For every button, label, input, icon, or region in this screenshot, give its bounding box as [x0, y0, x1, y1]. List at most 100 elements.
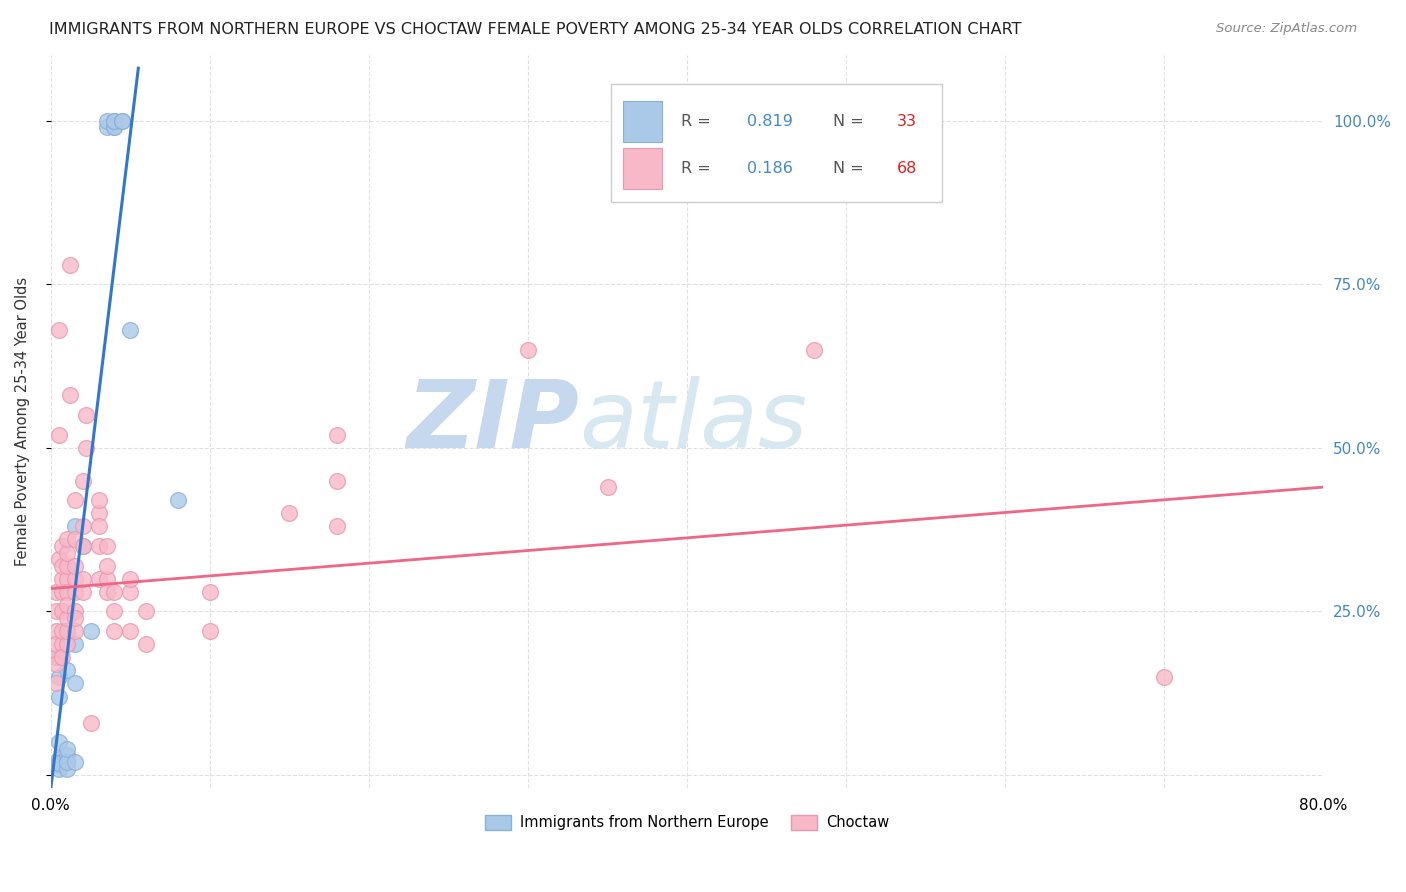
- Point: [96, 120, 118, 135]
- Y-axis label: Female Poverty Among 25-34 Year Olds: Female Poverty Among 25-34 Year Olds: [15, 277, 30, 566]
- Point: [48, 755, 70, 769]
- Point: [135, 604, 157, 618]
- Point: [55, 545, 77, 559]
- Point: [63, 637, 86, 651]
- Point: [51, 584, 73, 599]
- Point: [48, 752, 70, 766]
- Point: [51, 558, 73, 573]
- Point: [72, 519, 94, 533]
- Point: [596, 480, 619, 494]
- Point: [803, 343, 825, 357]
- Point: [51, 624, 73, 639]
- Text: 0.819: 0.819: [747, 114, 793, 129]
- Point: [48, 323, 70, 337]
- Text: Source: ZipAtlas.com: Source: ZipAtlas.com: [1216, 22, 1357, 36]
- Point: [135, 637, 157, 651]
- Point: [63, 558, 86, 573]
- Point: [63, 493, 86, 508]
- Text: R =: R =: [681, 114, 716, 129]
- Point: [55, 624, 77, 639]
- Point: [51, 539, 73, 553]
- Point: [103, 120, 125, 135]
- Point: [48, 670, 70, 684]
- Point: [120, 624, 142, 639]
- FancyBboxPatch shape: [610, 85, 942, 202]
- Point: [87, 572, 110, 586]
- Point: [55, 664, 77, 678]
- Point: [55, 611, 77, 625]
- Point: [55, 598, 77, 612]
- Point: [72, 584, 94, 599]
- Point: [111, 113, 134, 128]
- Point: [103, 584, 125, 599]
- Point: [87, 519, 110, 533]
- Point: [96, 113, 118, 128]
- Point: [326, 427, 349, 442]
- Point: [55, 558, 77, 573]
- Point: [63, 584, 86, 599]
- Text: R =: R =: [681, 161, 716, 177]
- Point: [48, 762, 70, 776]
- Point: [326, 474, 349, 488]
- Text: IMMIGRANTS FROM NORTHERN EUROPE VS CHOCTAW FEMALE POVERTY AMONG 25-34 YEAR OLDS : IMMIGRANTS FROM NORTHERN EUROPE VS CHOCT…: [49, 22, 1022, 37]
- Legend: Immigrants from Northern Europe, Choctaw: Immigrants from Northern Europe, Choctaw: [479, 809, 894, 836]
- Point: [72, 572, 94, 586]
- Point: [278, 506, 301, 520]
- Point: [55, 637, 77, 651]
- Point: [1153, 670, 1175, 684]
- Point: [55, 742, 77, 756]
- Point: [63, 624, 86, 639]
- Point: [87, 506, 110, 520]
- Point: [55, 533, 77, 547]
- Point: [45, 624, 67, 639]
- Point: [103, 113, 125, 128]
- Text: N =: N =: [834, 161, 869, 177]
- Point: [55, 584, 77, 599]
- Point: [48, 650, 70, 665]
- Point: [48, 756, 70, 771]
- Point: [51, 604, 73, 618]
- Point: [48, 690, 70, 704]
- Point: [45, 650, 67, 665]
- Point: [63, 533, 86, 547]
- Point: [79, 624, 101, 639]
- Point: [167, 493, 190, 508]
- Point: [63, 676, 86, 690]
- Point: [96, 558, 118, 573]
- Point: [45, 637, 67, 651]
- Point: [75, 408, 97, 422]
- Point: [103, 120, 125, 135]
- Point: [198, 584, 221, 599]
- Point: [63, 519, 86, 533]
- Point: [55, 755, 77, 769]
- Point: [55, 762, 77, 776]
- Point: [72, 539, 94, 553]
- Point: [111, 113, 134, 128]
- Point: [45, 657, 67, 671]
- Point: [63, 611, 86, 625]
- Point: [45, 604, 67, 618]
- Point: [48, 427, 70, 442]
- Point: [120, 584, 142, 599]
- Text: N =: N =: [834, 114, 869, 129]
- Point: [63, 604, 86, 618]
- Point: [48, 735, 70, 749]
- Point: [72, 474, 94, 488]
- Point: [103, 624, 125, 639]
- Point: [51, 637, 73, 651]
- Text: 33: 33: [897, 114, 917, 129]
- Point: [48, 552, 70, 566]
- Point: [45, 676, 67, 690]
- Text: 0.186: 0.186: [747, 161, 793, 177]
- Point: [87, 539, 110, 553]
- Point: [55, 755, 77, 769]
- Point: [55, 637, 77, 651]
- Point: [96, 572, 118, 586]
- Text: 68: 68: [897, 161, 917, 177]
- Point: [63, 572, 86, 586]
- Point: [59, 388, 82, 402]
- Point: [55, 748, 77, 763]
- Point: [51, 650, 73, 665]
- Point: [198, 624, 221, 639]
- Point: [96, 584, 118, 599]
